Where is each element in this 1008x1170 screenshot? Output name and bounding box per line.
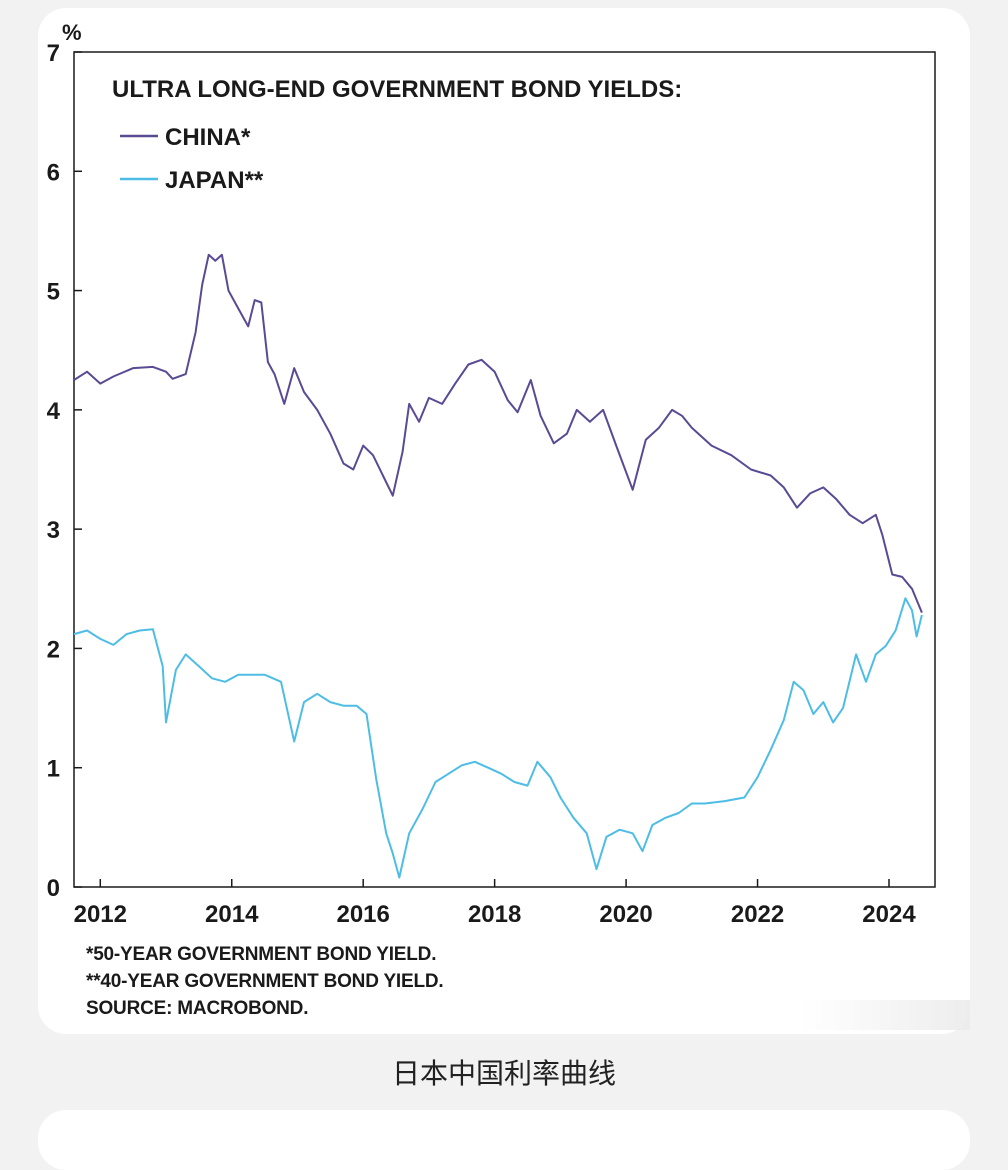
y-tick-label: 5 — [47, 279, 60, 306]
x-tick-label: 2020 — [599, 901, 652, 928]
y-axis: 0 1 2 3 4 5 6 7 — [47, 40, 82, 902]
footnote-china: *50-YEAR GOVERNMENT BOND YIELD. — [86, 944, 437, 965]
y-tick-label: 7 — [47, 40, 60, 67]
bond-yield-chart: % ULTRA LONG-END GOVERNMENT BOND YIELDS:… — [47, 20, 936, 928]
y-tick-label: 1 — [47, 756, 60, 783]
next-post-card — [38, 1110, 970, 1170]
footnote-japan: **40-YEAR GOVERNMENT BOND YIELD. — [86, 971, 444, 992]
x-tick-label: 2014 — [205, 901, 259, 928]
legend-label-japan: JAPAN** — [165, 167, 264, 194]
chart-title: ULTRA LONG-END GOVERNMENT BOND YIELDS: — [112, 76, 682, 103]
x-tick-label: 2016 — [336, 901, 389, 928]
x-tick-label: 2012 — [74, 901, 127, 928]
y-tick-label: 0 — [47, 875, 60, 902]
legend-label-china: CHINA* — [165, 124, 251, 151]
watermark — [800, 1000, 970, 1030]
y-tick-label: 3 — [47, 517, 60, 544]
footnote-source: SOURCE: MACROBOND. — [86, 998, 309, 1019]
post-caption: 日本中国利率曲线 — [391, 1057, 616, 1090]
series-line-china — [73, 253, 923, 613]
x-tick-label: 2024 — [862, 901, 916, 928]
series-line-japan — [73, 597, 923, 879]
x-tick-label: 2022 — [731, 901, 784, 928]
y-axis-unit-label: % — [62, 20, 82, 45]
y-tick-label: 4 — [47, 398, 61, 425]
series-lines — [73, 253, 923, 879]
y-tick-label: 6 — [47, 159, 60, 186]
x-axis: 2012 2014 2016 2018 2020 2022 2024 — [74, 879, 916, 928]
y-tick-label: 2 — [47, 636, 60, 663]
x-tick-label: 2018 — [468, 901, 521, 928]
post-card — [38, 8, 970, 1034]
plot-frame — [73, 51, 936, 888]
